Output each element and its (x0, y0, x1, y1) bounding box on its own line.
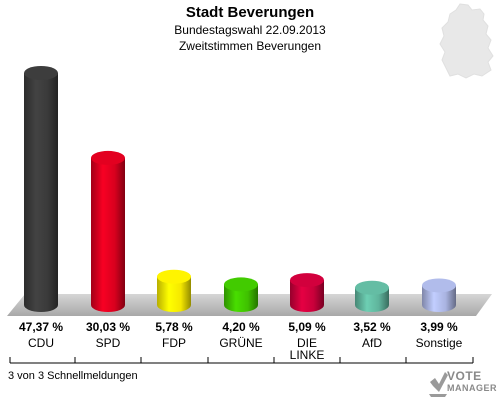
chart-subtitle: Bundestagswahl 22.09.2013 (174, 23, 326, 37)
category-label-gr-ne: GRÜNE (219, 336, 262, 350)
category-label-fdp: FDP (162, 336, 186, 350)
logo-vote: VOTE (447, 369, 482, 383)
bar-gr-ne (224, 277, 258, 312)
bar-afd (355, 280, 389, 312)
chart-title: Stadt Beverungen (185, 4, 315, 21)
logo-manager: MANAGER (447, 383, 497, 393)
category-label-sonstige: Sonstige (416, 336, 463, 350)
value-label-die-linke: 5,09 % (288, 320, 326, 334)
bar-die-linke (290, 273, 324, 312)
value-label-cdu: 47,37 % (19, 320, 63, 334)
value-label-gr-ne: 4,20 % (222, 320, 260, 334)
value-label-afd: 3,52 % (353, 320, 391, 334)
status-text: 3 von 3 Schnellmeldungen (8, 370, 138, 382)
chart-subtitle-2: Zweitstimmen Beverungen (178, 39, 322, 53)
category-label-spd: SPD (96, 336, 121, 350)
value-label-spd: 30,03 % (86, 320, 130, 334)
germany-map-icon (439, 3, 494, 79)
category-label-afd: AfD (362, 336, 382, 350)
category-bracket (9, 357, 474, 364)
category-label-die-linke: DIE LINKE (290, 336, 325, 362)
category-label-cdu: CDU (28, 336, 54, 350)
value-label-fdp: 5,78 % (155, 320, 193, 334)
bar-cdu (24, 66, 58, 312)
bar-spd (91, 150, 125, 312)
bar-fdp (157, 269, 191, 312)
value-label-sonstige: 3,99 % (420, 320, 458, 334)
vote-manager-logo: VOTE MANAGER (427, 368, 499, 398)
bar-sonstige (422, 278, 456, 312)
